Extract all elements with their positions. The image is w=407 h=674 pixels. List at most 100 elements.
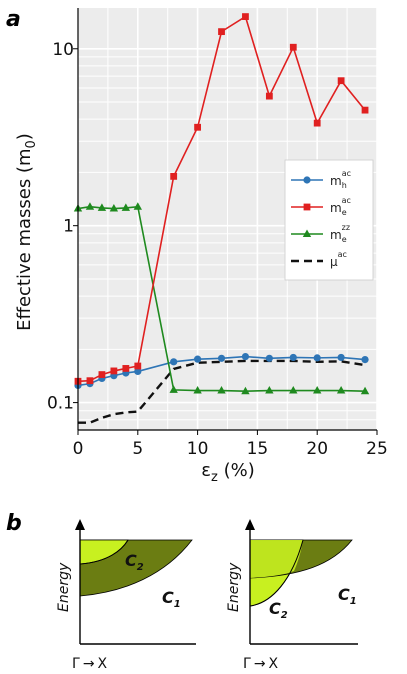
x-tick-label: 15 <box>247 439 269 459</box>
data-point <box>121 203 131 211</box>
c1-sub-right: 1 <box>350 596 357 607</box>
curve-label-c1-right: C1 <box>338 585 357 607</box>
legend-label: mh ac <box>330 169 351 190</box>
arrow-label-left: → <box>83 656 95 672</box>
gamma-label-right: Γ <box>243 656 251 672</box>
legend-sup: ac <box>338 250 347 259</box>
data-point <box>217 386 226 394</box>
curve-label-c2-right: C2 <box>269 599 288 621</box>
data-point <box>98 371 106 378</box>
x-point-label-left: X <box>98 656 108 672</box>
k-label-left: Γ → X <box>72 656 108 672</box>
series-2 <box>73 202 370 395</box>
arrow-label-right: → <box>254 656 266 672</box>
legend-entry: mh ac <box>291 169 351 190</box>
legend-base: μ <box>330 255 338 269</box>
data-point <box>194 123 201 131</box>
data-point <box>265 354 273 362</box>
y-axis-title: Effective masses (m0) <box>14 133 39 331</box>
legend-marker <box>302 229 312 237</box>
chart: 0 5 10 15 20 25 0.1 1 10 εz (%) Effective masse… <box>14 8 388 485</box>
legend-sup: zz <box>342 223 350 232</box>
data-point <box>289 353 297 362</box>
x-axis-title-sub: z <box>211 470 218 485</box>
curve-c2-right <box>249 539 304 607</box>
c2-base-right: C <box>269 599 281 618</box>
energy-axis-arrow-left <box>75 519 85 530</box>
x-tick-label: 25 <box>366 439 388 459</box>
x-tick-label: 10 <box>187 439 209 459</box>
panel-b-letter: b <box>6 511 22 536</box>
legend-entry: me ac <box>291 196 351 217</box>
curve-label-c1-left: C1 <box>162 588 181 610</box>
data-point <box>169 385 178 393</box>
legend-entry: me zz <box>291 223 350 244</box>
data-point <box>133 202 142 210</box>
data-point <box>218 28 225 36</box>
legend-base: m <box>330 174 342 188</box>
y-axis-title-tail: ) <box>14 133 35 140</box>
data-point <box>361 355 369 364</box>
x-point-label-right: X <box>269 656 279 672</box>
legend-sup: ac <box>342 169 351 178</box>
legend-marker <box>303 176 311 184</box>
data-point <box>122 365 130 372</box>
data-point <box>289 386 298 394</box>
data-point <box>265 386 274 394</box>
data-point <box>109 204 119 212</box>
y-axis-title-sub: 0 <box>24 140 39 148</box>
c2-sub-left: 2 <box>137 562 144 573</box>
x-axis-title-unit: (%) <box>218 460 255 481</box>
data-point <box>313 386 322 394</box>
x-tick-label: 5 <box>132 439 143 459</box>
energy-axis-arrow-right <box>245 519 255 530</box>
legend-label: me zz <box>330 223 350 244</box>
y-tick-label: 1 <box>63 217 74 237</box>
x-ticks: 0 5 10 15 20 25 <box>73 430 388 459</box>
data-point <box>134 367 142 376</box>
data-point <box>241 352 250 361</box>
data-point <box>265 92 273 100</box>
data-point <box>241 386 250 395</box>
energy-label-right: Energy <box>226 562 242 612</box>
curve-c2-left <box>79 539 129 565</box>
legend-sup: ac <box>342 196 351 205</box>
data-point <box>110 367 118 375</box>
legend-marker <box>303 203 311 211</box>
data-point <box>313 119 321 127</box>
band-diagram-left: Energy Γ → X C 2 C1 <box>56 519 196 672</box>
legend-label: me ac <box>330 196 351 217</box>
series-line <box>78 359 366 424</box>
legend-entry: μac <box>291 250 347 269</box>
k-label-right: Γ → X <box>243 656 279 672</box>
data-point <box>361 106 369 114</box>
x-axis-title: εz (%) <box>201 460 254 485</box>
legend-base: m <box>330 228 342 242</box>
c2-sub-right: 2 <box>281 610 288 621</box>
x-tick-label: 20 <box>306 439 328 459</box>
legend-sub: h <box>342 181 347 190</box>
legend-label: μac <box>330 250 347 269</box>
data-point <box>313 354 321 362</box>
data-point <box>360 386 370 395</box>
data-point <box>336 386 346 394</box>
data-point <box>85 202 95 210</box>
c1-base-right: C <box>338 585 350 604</box>
y-axis-title-main: Effective masses (m <box>14 149 35 331</box>
series-3 <box>78 359 366 424</box>
data-point <box>289 43 297 51</box>
data-point <box>97 203 107 211</box>
legend-sub: e <box>342 235 347 244</box>
y-tick-label: 0.1 <box>47 394 74 414</box>
c1-base-left: C <box>162 588 174 607</box>
y-tick-label: 10 <box>52 40 74 60</box>
data-point <box>337 353 345 362</box>
energy-label-left: Energy <box>56 562 72 612</box>
gamma-label-left: Γ <box>72 656 80 672</box>
data-point <box>242 13 249 20</box>
data-point <box>194 355 202 363</box>
data-point <box>170 358 178 366</box>
light-overlap-right <box>250 540 303 578</box>
data-point <box>217 354 226 362</box>
